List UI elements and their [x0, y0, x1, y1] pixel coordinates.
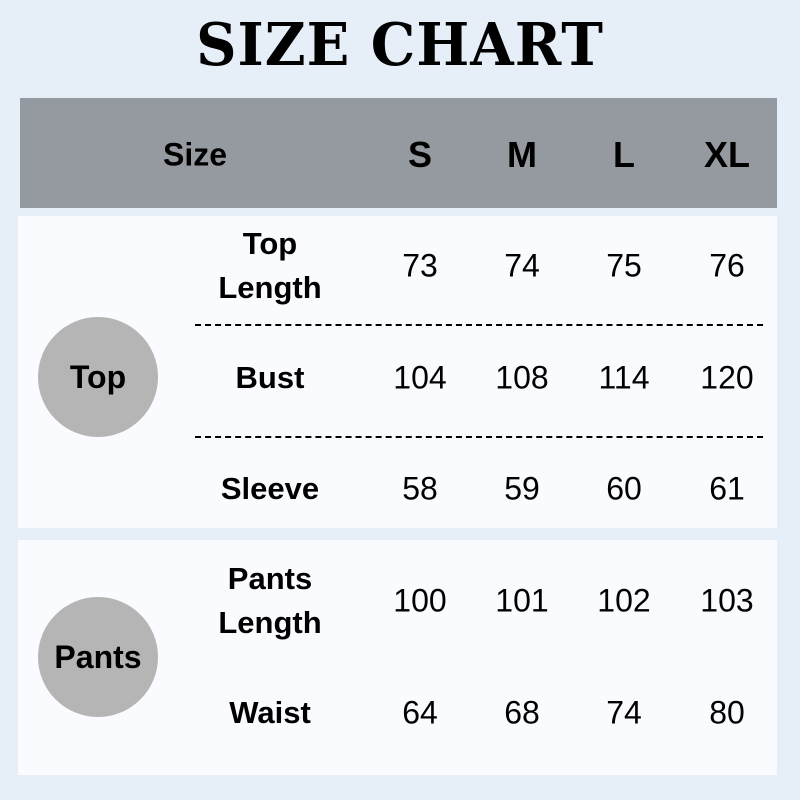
- size-header-l: L: [613, 134, 635, 175]
- measurement-cell: 108: [495, 359, 549, 396]
- measurement-cell: 100: [393, 582, 447, 619]
- measurement-cell: 76: [709, 247, 745, 284]
- size-column-header: Size: [162, 136, 228, 173]
- measurement-cell: 80: [709, 694, 745, 731]
- measurement-cell: 74: [504, 247, 540, 284]
- row-label: Waist: [229, 695, 311, 730]
- row-label: Pants Length: [218, 561, 322, 640]
- measurement-cell: 104: [393, 359, 447, 396]
- size-header-xl: XL: [703, 134, 751, 175]
- row-label: Bust: [235, 360, 305, 395]
- measurement-cell: 58: [402, 470, 438, 507]
- measurement-cell: 114: [598, 359, 650, 396]
- measurement-cell: 120: [700, 359, 754, 396]
- measurement-cell: 68: [504, 694, 540, 731]
- page-title: SIZE CHART: [196, 10, 604, 80]
- size-header-s: S: [407, 134, 433, 175]
- row-divider: [195, 324, 763, 326]
- measurement-cell: 73: [402, 247, 438, 284]
- row-divider: [195, 436, 763, 438]
- measurement-cell: 60: [606, 470, 642, 507]
- measurement-cell: 101: [495, 582, 549, 619]
- size-header-m: M: [507, 134, 537, 175]
- measurement-cell: 61: [709, 470, 745, 507]
- measurement-cell: 103: [700, 582, 754, 619]
- pants-section-badge: Pants: [38, 597, 158, 717]
- measurement-cell: 75: [606, 247, 642, 284]
- row-label: Top Length: [218, 226, 322, 305]
- row-label: Sleeve: [220, 471, 320, 506]
- measurement-cell: 64: [402, 694, 438, 731]
- top-section-badge: Top: [38, 317, 158, 437]
- measurement-cell: 74: [606, 694, 642, 731]
- measurement-cell: 102: [597, 582, 651, 619]
- measurement-cell: 59: [504, 470, 540, 507]
- table-header: [20, 98, 777, 208]
